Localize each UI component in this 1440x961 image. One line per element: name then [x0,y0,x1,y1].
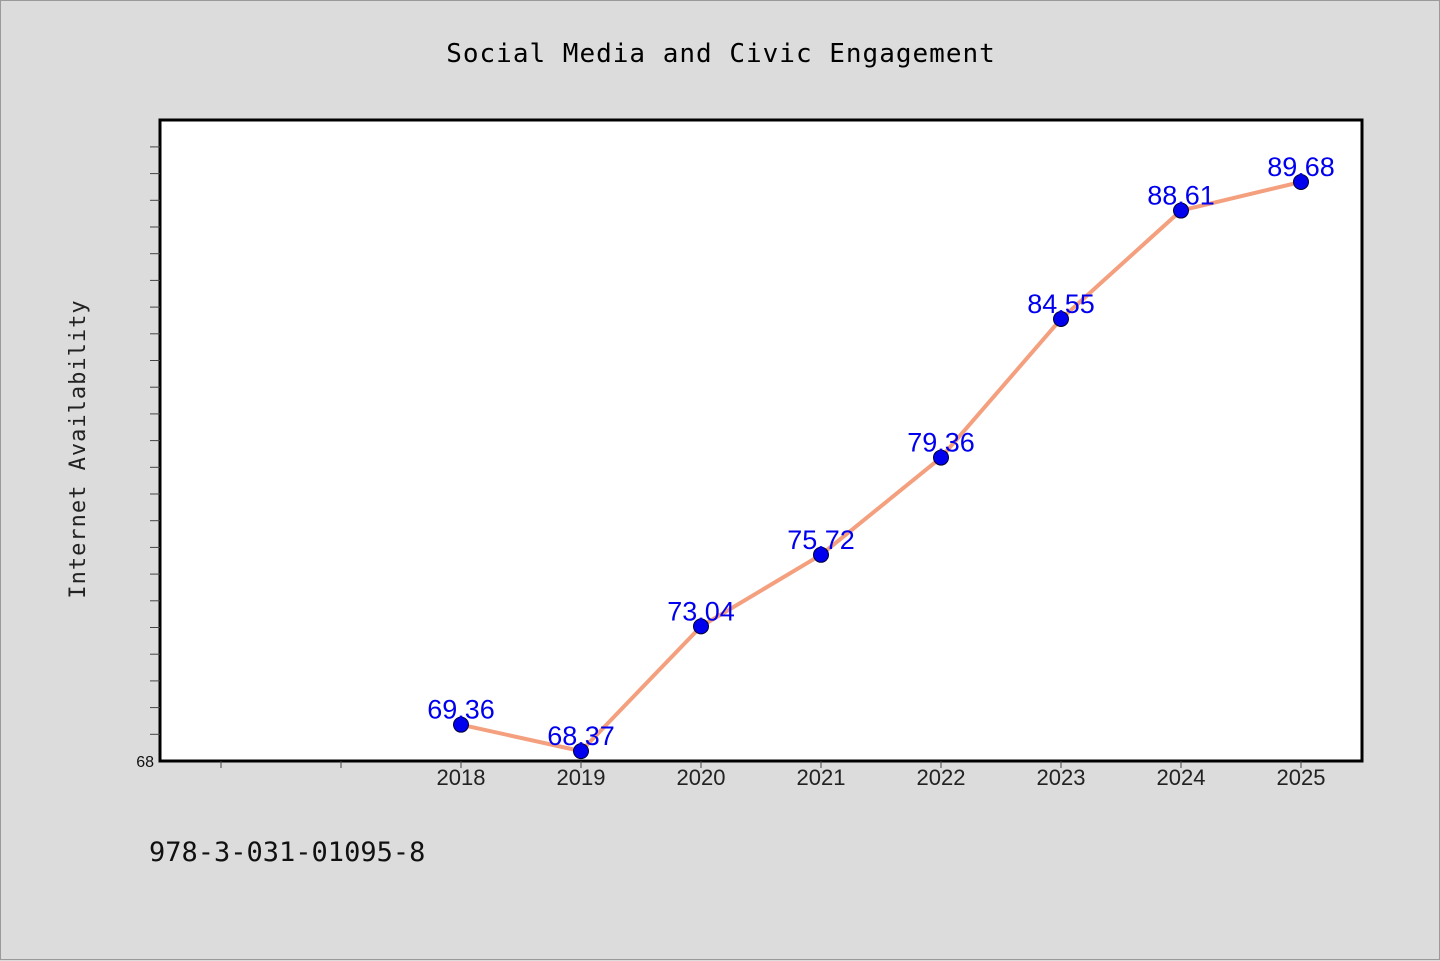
data-label: 79.36 [907,428,975,458]
x-tick-label: 2023 [1037,765,1086,790]
data-labels-layer: 69.36 68.37 73.04 75.72 79.36 84.55 88.61 89.68 [427,152,1335,751]
data-label: 84.55 [1027,289,1095,319]
data-label: 69.36 [427,695,495,725]
y-axis-label: Internet Availability [66,299,91,598]
data-point [573,743,589,760]
data-label: 75.72 [787,525,855,555]
x-tick-label: 2018 [437,765,486,790]
data-label: 88.61 [1147,181,1215,211]
chart-title: Social Media and Civic Engagement [446,39,996,69]
data-label: 89.68 [1267,152,1335,182]
x-axis-ticks: 2018 2019 2020 2021 2022 2023 2024 2025 [220,761,1326,790]
y-axis-ticks: 68 [136,146,160,771]
data-point [813,546,829,563]
footer-code: 978-3-031-01095-8 [149,837,426,868]
data-point [1053,310,1069,327]
x-tick-label: 2025 [1277,765,1326,790]
data-point [1293,173,1309,190]
x-tick-label: 2020 [677,765,726,790]
y-tick-label: 68 [136,754,154,771]
x-tick-label: 2024 [1157,765,1206,790]
x-tick-label: 2022 [917,765,966,790]
data-label: 73.04 [667,596,735,626]
series-line [459,179,1303,754]
data-label: 68.37 [547,721,615,751]
data-point [693,618,709,635]
data-point [933,449,949,466]
x-tick-label: 2021 [797,765,846,790]
x-tick-label: 2019 [557,765,606,790]
data-point [1173,202,1189,219]
data-point [453,716,469,733]
series-layer [453,173,1309,760]
